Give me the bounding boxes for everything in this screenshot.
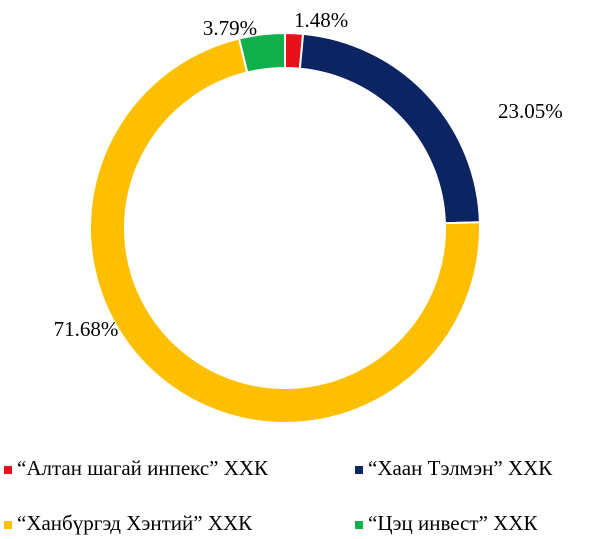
legend-swatch [355,521,363,529]
legend-label: “Хаан Тэлмэн” ХХК [368,456,553,480]
legend-label: “Алтан шагай инпекс” ХХК [17,456,269,480]
donut-segment [237,31,286,74]
donut-segment [89,37,481,424]
donut-segment [298,32,481,225]
legend-swatch [4,466,12,474]
data-label: 1.48% [294,8,348,32]
legend-swatch [355,466,363,474]
data-label: 23.05% [498,99,563,123]
legend-label: “Цэц инвест” ХХК [368,511,539,535]
data-label: 3.79% [203,16,257,40]
data-label: 71.68% [54,317,119,341]
legend-swatch [4,521,12,529]
legend-label: “Ханбүргэд Хэнтий” ХХК [17,511,253,535]
